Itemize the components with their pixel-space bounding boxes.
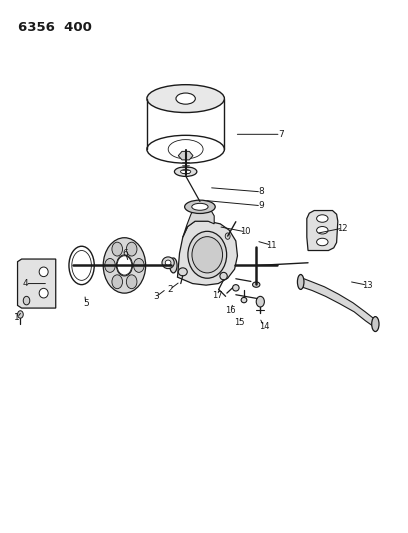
Text: 7: 7	[278, 130, 284, 139]
Text: 12: 12	[337, 224, 348, 232]
Ellipse shape	[72, 251, 91, 280]
Ellipse shape	[39, 267, 48, 277]
Text: 16: 16	[225, 306, 236, 314]
Circle shape	[126, 242, 137, 256]
Text: 4: 4	[22, 279, 28, 288]
Text: 8: 8	[258, 188, 264, 196]
Text: 13: 13	[362, 281, 373, 289]
Text: 10: 10	[240, 228, 251, 236]
Ellipse shape	[317, 227, 328, 234]
Circle shape	[18, 311, 23, 318]
Ellipse shape	[192, 237, 223, 273]
Ellipse shape	[297, 274, 304, 289]
Ellipse shape	[317, 238, 328, 246]
Polygon shape	[178, 151, 193, 160]
Circle shape	[126, 275, 137, 289]
Text: 6356  400: 6356 400	[18, 21, 92, 34]
Circle shape	[117, 256, 132, 275]
Ellipse shape	[147, 85, 224, 112]
Polygon shape	[307, 211, 338, 251]
Polygon shape	[300, 277, 375, 328]
Ellipse shape	[39, 288, 48, 298]
Ellipse shape	[162, 257, 174, 269]
Ellipse shape	[176, 93, 195, 104]
Circle shape	[112, 275, 122, 289]
Ellipse shape	[192, 204, 208, 211]
Circle shape	[103, 238, 146, 293]
Text: 14: 14	[259, 322, 269, 330]
Text: 11: 11	[266, 241, 277, 249]
Ellipse shape	[181, 169, 191, 174]
Circle shape	[105, 259, 115, 272]
Ellipse shape	[241, 297, 247, 303]
Circle shape	[256, 296, 264, 307]
Text: 3: 3	[153, 293, 159, 301]
Circle shape	[225, 233, 230, 239]
Text: 5: 5	[83, 300, 89, 308]
Ellipse shape	[147, 135, 224, 163]
Ellipse shape	[165, 260, 171, 265]
Circle shape	[116, 255, 133, 276]
Text: 1: 1	[14, 313, 20, 322]
Ellipse shape	[184, 200, 215, 214]
Circle shape	[112, 242, 122, 256]
Polygon shape	[183, 207, 214, 237]
Text: 6: 6	[123, 249, 129, 257]
Ellipse shape	[233, 285, 239, 291]
Text: 17: 17	[212, 291, 222, 300]
Ellipse shape	[170, 258, 177, 273]
Polygon shape	[18, 259, 56, 308]
Ellipse shape	[253, 282, 260, 287]
Text: 2: 2	[167, 285, 173, 294]
Text: 9: 9	[258, 201, 264, 210]
Text: 15: 15	[234, 319, 244, 327]
Ellipse shape	[372, 317, 379, 332]
Ellipse shape	[188, 231, 227, 278]
Circle shape	[23, 296, 30, 305]
Ellipse shape	[317, 215, 328, 222]
Ellipse shape	[175, 167, 197, 176]
Circle shape	[133, 259, 144, 272]
Ellipse shape	[220, 272, 227, 280]
Ellipse shape	[178, 268, 187, 276]
Polygon shape	[177, 221, 237, 285]
